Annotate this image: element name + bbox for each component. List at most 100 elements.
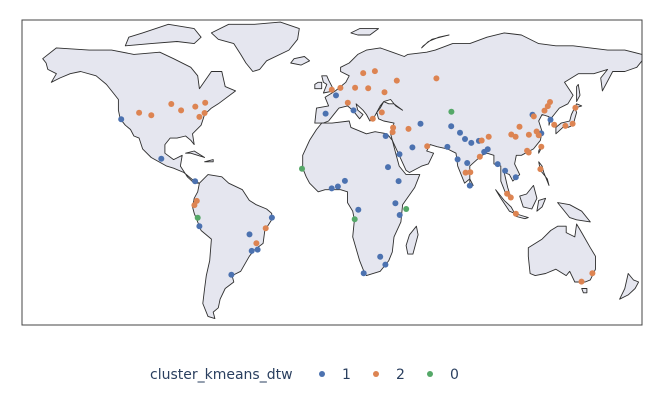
point-cluster-1[interactable] (355, 206, 362, 213)
point-cluster-1[interactable] (464, 160, 471, 166)
point-cluster-2[interactable] (467, 169, 474, 176)
point-cluster-1[interactable] (196, 223, 203, 230)
point-cluster-2[interactable] (589, 270, 596, 277)
point-cluster-2[interactable] (530, 113, 537, 120)
point-cluster-2[interactable] (136, 109, 143, 116)
point-cluster-2[interactable] (196, 113, 203, 120)
point-cluster-2[interactable] (537, 166, 544, 173)
point-cluster-1[interactable] (494, 161, 501, 168)
point-cluster-2[interactable] (541, 107, 548, 114)
point-cluster-1[interactable] (448, 123, 455, 130)
point-cluster-1[interactable] (444, 143, 451, 150)
point-cluster-2[interactable] (538, 143, 545, 150)
point-cluster-1[interactable] (457, 129, 463, 136)
point-cluster-1[interactable] (392, 200, 399, 207)
legend-marker-0[interactable] (427, 371, 433, 377)
point-cluster-1[interactable] (417, 120, 424, 127)
point-cluster-1[interactable] (409, 144, 416, 151)
point-cluster-1[interactable] (454, 156, 461, 163)
point-cluster-2[interactable] (262, 225, 269, 232)
point-cluster-2[interactable] (371, 68, 378, 75)
legend-label-1[interactable]: 1 (342, 367, 351, 383)
point-cluster-2[interactable] (476, 153, 483, 160)
point-cluster-2[interactable] (507, 194, 514, 201)
point-cluster-1[interactable] (334, 183, 341, 190)
point-cluster-2[interactable] (365, 85, 372, 92)
point-cluster-2[interactable] (344, 99, 351, 106)
point-cluster-1[interactable] (382, 133, 389, 139)
legend-marker-1[interactable] (319, 371, 325, 377)
point-cluster-1[interactable] (228, 271, 235, 278)
point-cluster-1[interactable] (341, 177, 348, 184)
point-cluster-2[interactable] (572, 104, 579, 111)
point-cluster-2[interactable] (405, 125, 412, 132)
point-cluster-2[interactable] (512, 210, 519, 217)
point-cluster-2[interactable] (369, 115, 376, 122)
point-cluster-1[interactable] (350, 107, 357, 114)
point-cluster-1[interactable] (254, 246, 261, 253)
point-cluster-1[interactable] (385, 164, 391, 171)
point-cluster-0[interactable] (403, 206, 410, 212)
point-cluster-0[interactable] (194, 214, 201, 221)
point-cluster-2[interactable] (433, 75, 440, 82)
point-cluster-2[interactable] (148, 112, 155, 119)
point-cluster-1[interactable] (246, 231, 253, 238)
point-cluster-1[interactable] (462, 136, 468, 142)
point-cluster-2[interactable] (390, 124, 397, 131)
point-cluster-2[interactable] (381, 89, 388, 96)
point-cluster-2[interactable] (178, 107, 185, 114)
point-cluster-2[interactable] (485, 133, 492, 140)
point-cluster-2[interactable] (378, 109, 385, 116)
point-cluster-2[interactable] (578, 278, 585, 285)
point-cluster-1[interactable] (512, 174, 519, 181)
point-cluster-2[interactable] (168, 101, 175, 107)
point-cluster-2[interactable] (191, 202, 198, 209)
point-cluster-1[interactable] (502, 167, 509, 174)
legend-label-2[interactable]: 2 (396, 367, 405, 383)
point-cluster-1[interactable] (328, 185, 335, 192)
legend-label-0[interactable]: 0 (450, 367, 459, 383)
point-cluster-1[interactable] (396, 151, 403, 158)
point-cluster-0[interactable] (351, 216, 358, 223)
point-cluster-1[interactable] (396, 212, 403, 218)
point-cluster-2[interactable] (337, 84, 344, 91)
point-cluster-2[interactable] (516, 123, 523, 130)
point-cluster-1[interactable] (360, 270, 367, 277)
point-cluster-2[interactable] (504, 190, 511, 197)
point-cluster-1[interactable] (158, 155, 165, 162)
point-cluster-1[interactable] (395, 178, 402, 185)
point-cluster-2[interactable] (478, 137, 485, 144)
point-cluster-2[interactable] (352, 84, 359, 91)
point-cluster-2[interactable] (393, 77, 400, 84)
point-cluster-1[interactable] (382, 261, 389, 268)
point-cluster-2[interactable] (360, 70, 367, 77)
point-cluster-2[interactable] (253, 240, 260, 247)
point-cluster-2[interactable] (525, 131, 532, 138)
point-cluster-1[interactable] (118, 116, 125, 123)
point-cluster-2[interactable] (547, 99, 553, 105)
point-cluster-1[interactable] (468, 139, 475, 146)
point-cluster-1[interactable] (333, 92, 339, 99)
point-cluster-0[interactable] (448, 108, 455, 115)
point-cluster-2[interactable] (551, 121, 558, 128)
point-cluster-1[interactable] (192, 178, 199, 185)
point-cluster-2[interactable] (202, 99, 209, 106)
point-cluster-1[interactable] (268, 214, 275, 221)
point-cluster-1[interactable] (248, 247, 255, 254)
point-cluster-2[interactable] (533, 128, 540, 135)
point-cluster-1[interactable] (377, 253, 384, 260)
point-cluster-1[interactable] (484, 146, 491, 153)
legend-marker-2[interactable] (373, 371, 379, 377)
point-cluster-2[interactable] (462, 169, 469, 176)
point-cluster-2[interactable] (192, 103, 199, 110)
point-cluster-2[interactable] (524, 147, 531, 154)
point-cluster-2[interactable] (328, 86, 335, 93)
point-cluster-2[interactable] (424, 143, 431, 150)
point-cluster-1[interactable] (322, 110, 329, 117)
point-cluster-2[interactable] (389, 129, 396, 136)
point-cluster-2[interactable] (562, 122, 569, 129)
point-cluster-2[interactable] (512, 133, 519, 140)
point-cluster-1[interactable] (466, 182, 473, 189)
point-cluster-0[interactable] (299, 165, 305, 172)
point-cluster-1[interactable] (547, 116, 554, 123)
